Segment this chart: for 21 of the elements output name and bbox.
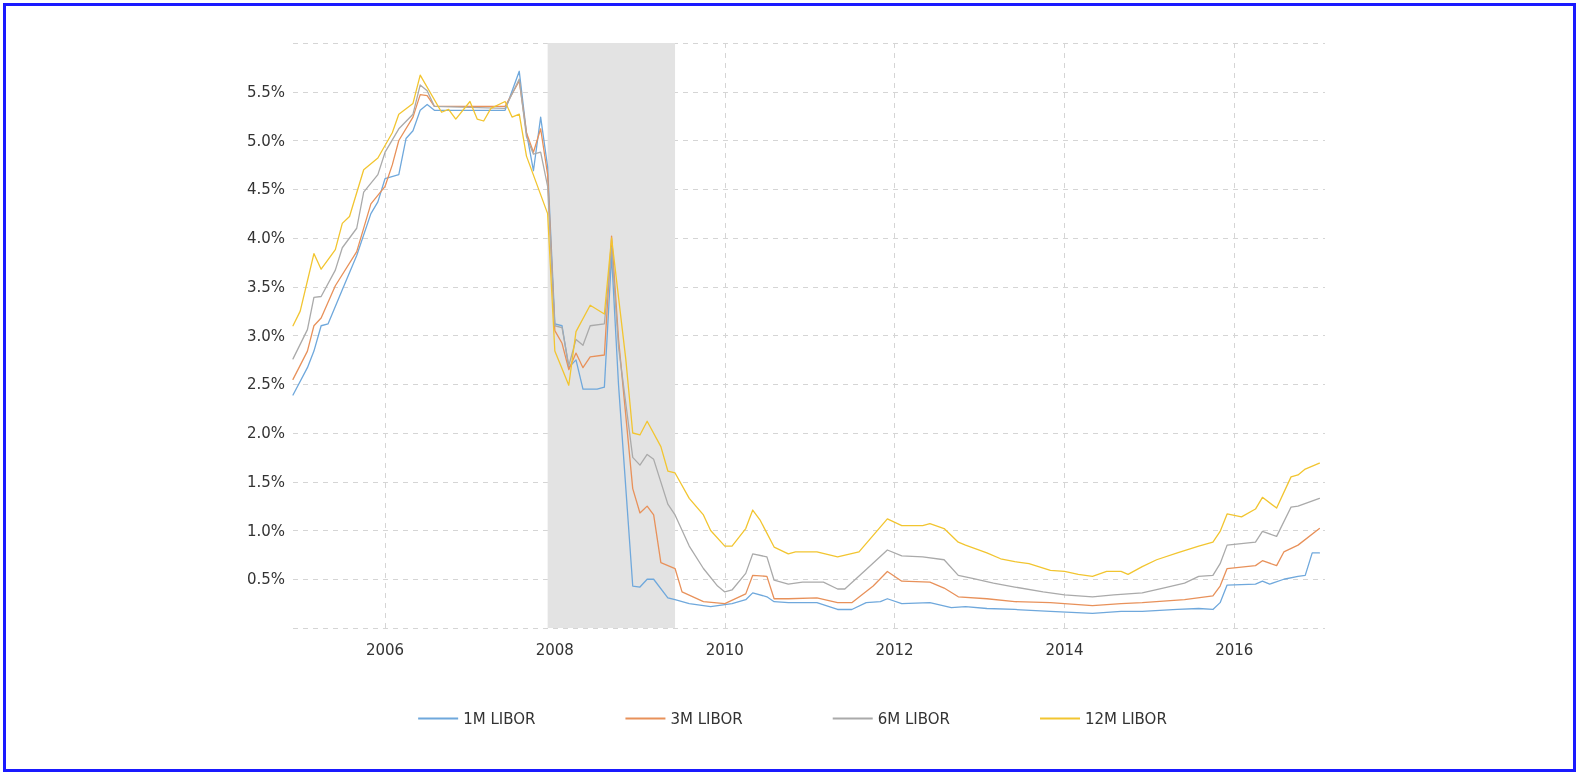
- y-tick-label: 5.5%: [246, 82, 285, 101]
- x-tick-label: 2006: [365, 640, 405, 659]
- legend-label: 1M LIBOR: [463, 709, 536, 728]
- legend-label: 3M LIBOR: [670, 709, 743, 728]
- y-tick-label: 0.5%: [246, 570, 285, 589]
- x-tick-label: 2012: [875, 640, 914, 659]
- x-tick-label: 2010: [705, 640, 744, 659]
- y-tick-label: 1.0%: [246, 521, 285, 540]
- y-tick-label: 2.0%: [246, 424, 285, 442]
- x-tick-label: 2014: [1045, 640, 1084, 659]
- y-tick-label: 3.0%: [246, 326, 285, 345]
- x-tick-label: 2016: [1215, 640, 1254, 659]
- y-tick-label: 3.5%: [246, 277, 285, 296]
- y-tick-label: 4.5%: [246, 180, 285, 199]
- y-tick-label: 2.5%: [246, 375, 285, 394]
- y-tick-label: 1.5%: [246, 472, 285, 491]
- x-tick-label: 2008: [535, 640, 574, 659]
- y-tick-label: 4.0%: [246, 229, 285, 247]
- legend-label: 6M LIBOR: [877, 709, 951, 728]
- y-tick-label: 5.0%: [246, 131, 285, 150]
- legend-label: 12M LIBOR: [1085, 709, 1167, 728]
